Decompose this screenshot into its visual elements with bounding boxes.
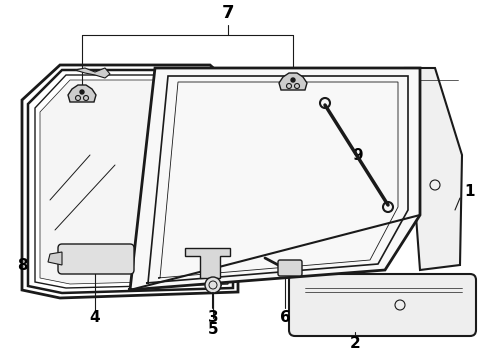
Circle shape <box>205 277 221 293</box>
Polygon shape <box>48 252 62 265</box>
Text: 8: 8 <box>17 257 27 273</box>
Text: 7: 7 <box>222 4 234 22</box>
Text: 6: 6 <box>280 310 291 325</box>
Polygon shape <box>22 65 238 298</box>
Text: 2: 2 <box>350 336 360 351</box>
Polygon shape <box>68 85 96 102</box>
FancyBboxPatch shape <box>289 274 476 336</box>
Polygon shape <box>40 80 224 284</box>
Circle shape <box>80 90 84 94</box>
Text: 1: 1 <box>465 184 475 199</box>
Polygon shape <box>75 68 110 78</box>
Text: 5: 5 <box>208 323 219 338</box>
Polygon shape <box>165 68 200 78</box>
Circle shape <box>291 78 295 82</box>
Text: 9: 9 <box>353 148 363 162</box>
Polygon shape <box>128 68 420 290</box>
FancyBboxPatch shape <box>278 260 302 276</box>
Polygon shape <box>185 248 230 278</box>
FancyBboxPatch shape <box>58 244 134 274</box>
Text: 4: 4 <box>90 310 100 325</box>
Text: 3: 3 <box>208 310 219 325</box>
Polygon shape <box>279 73 307 90</box>
Polygon shape <box>405 68 462 270</box>
